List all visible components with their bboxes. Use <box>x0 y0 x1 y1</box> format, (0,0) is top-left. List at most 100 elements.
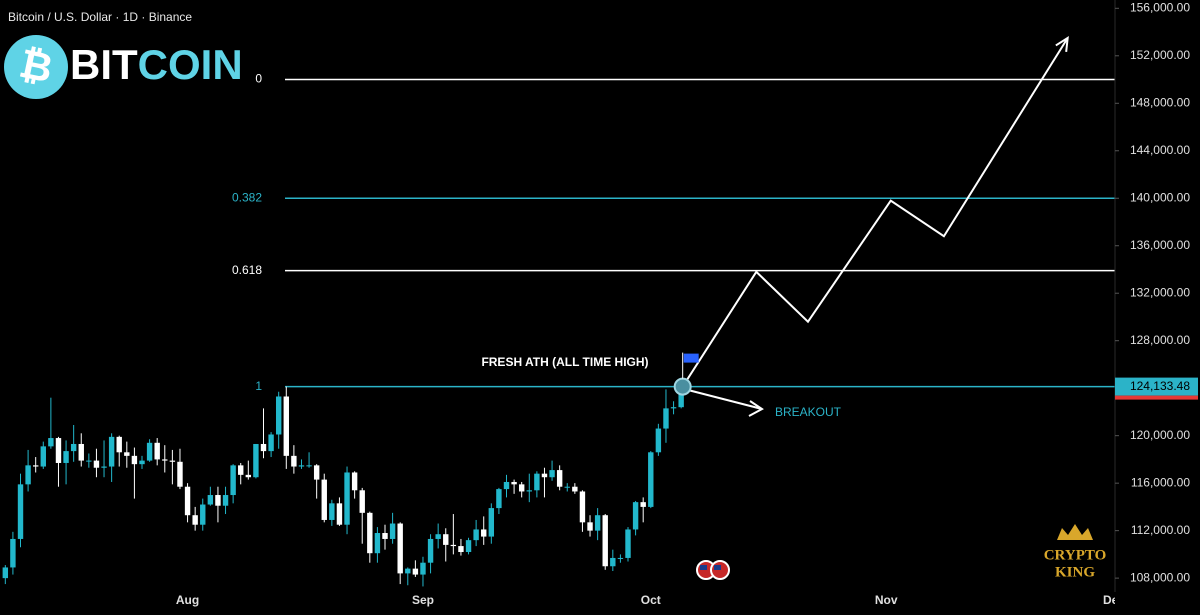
candle-body <box>594 515 601 531</box>
fib-level-label: 0.618 <box>232 263 262 277</box>
candle-body <box>617 557 624 559</box>
y-tick-label: 120,000.00 <box>1130 428 1190 442</box>
x-tick-label: Nov <box>875 593 898 607</box>
candle-body <box>48 438 54 447</box>
ath-marker <box>673 377 692 396</box>
candle-body <box>663 408 669 429</box>
candle-body <box>207 495 214 505</box>
candle-body <box>313 465 320 480</box>
candle-body <box>283 396 289 456</box>
candle-body <box>55 438 62 463</box>
candle-body <box>298 465 305 467</box>
candle-body <box>253 443 259 478</box>
y-tick-label: 140,000.00 <box>1130 190 1190 204</box>
candle-body <box>78 443 84 461</box>
candle-body <box>101 466 107 468</box>
x-tick-label: Aug <box>176 593 199 607</box>
ath-flag <box>683 353 699 363</box>
candle-body <box>10 538 16 568</box>
logo-right: COIN <box>138 41 243 88</box>
projection-arrowhead <box>1055 36 1069 53</box>
y-tick-label: 148,000.00 <box>1130 95 1190 109</box>
candle-body <box>131 455 138 465</box>
candle-body <box>17 484 24 539</box>
candle-body <box>488 508 495 537</box>
x-tick-label: Oct <box>641 593 661 607</box>
y-tick-label: 128,000.00 <box>1130 333 1190 347</box>
candle-body <box>268 434 274 452</box>
breakout-arrow <box>682 387 763 410</box>
candle-body <box>2 567 9 579</box>
candle-body <box>564 486 570 488</box>
candle-body <box>238 465 244 475</box>
candle-body <box>397 523 403 574</box>
candle-body <box>648 452 654 507</box>
y-tick-label: 152,000.00 <box>1130 48 1190 62</box>
last-price-edge <box>1115 395 1198 400</box>
candle-body <box>678 394 684 408</box>
candle-body <box>534 473 540 491</box>
last-price-box <box>1115 377 1198 396</box>
candle-body <box>215 495 221 506</box>
event-icon-part <box>714 565 721 570</box>
price-axis: 108,000.00 112,000.00 116,000.00 120,000.00… <box>1115 0 1198 584</box>
candle-body <box>625 529 631 558</box>
candle-body <box>473 529 479 541</box>
candle-body <box>291 455 297 467</box>
candle-body <box>344 472 350 525</box>
candle-body <box>260 443 267 452</box>
candle-body <box>177 461 183 487</box>
candle-body <box>655 428 662 453</box>
y-tick-label: 136,000.00 <box>1130 238 1190 252</box>
logo-left: BIT <box>70 41 138 88</box>
candle-body <box>541 473 548 478</box>
candle-body <box>222 495 229 506</box>
candle-body <box>184 486 191 516</box>
fib-level-label: 1 <box>255 379 262 393</box>
candle-body <box>526 490 532 492</box>
candle-body <box>154 442 160 460</box>
candle-body <box>108 436 115 467</box>
logo-text: BITCOIN <box>70 41 243 88</box>
event-icons <box>696 560 730 580</box>
candle-body <box>556 470 563 487</box>
logo-icon <box>4 35 68 99</box>
candle-body <box>670 407 677 409</box>
plot-area: 0 0.382 0.618 1 FRESH ATH (ALL TIME HIGH) BRE… <box>2 36 1115 587</box>
fib-level-label: 0 <box>255 72 262 86</box>
event-icon-part <box>700 565 707 570</box>
ath-annotation: FRESH ATH (ALL TIME HIGH) <box>481 355 648 369</box>
projection-path <box>681 37 1069 388</box>
candle-body <box>579 491 586 523</box>
fib-level-label: 0.382 <box>232 190 262 204</box>
candle-body <box>32 465 39 467</box>
candle-body <box>116 436 122 453</box>
candle-body <box>359 490 365 513</box>
candle-body <box>640 502 646 507</box>
candle-body <box>351 472 358 491</box>
candle-body <box>420 562 426 575</box>
candle-body <box>549 470 555 478</box>
candle-body <box>389 523 396 539</box>
candle-body <box>169 460 176 462</box>
candle-body <box>321 479 327 520</box>
candle-body <box>306 465 312 467</box>
candle-body <box>86 460 92 462</box>
candle-body <box>587 522 593 531</box>
candle-body <box>25 465 31 485</box>
x-tick-label: Sep <box>412 593 434 607</box>
candle-body <box>63 451 69 463</box>
candle-body <box>230 465 236 496</box>
candle-body <box>465 540 472 553</box>
candle-body <box>367 512 373 554</box>
y-tick-label: 112,000.00 <box>1131 523 1190 537</box>
candle-body <box>162 459 168 461</box>
candle-body <box>382 533 388 539</box>
watermark-crown <box>1057 524 1093 540</box>
candle-body <box>503 481 510 490</box>
candle-body <box>427 538 434 563</box>
breakout-annotation: BREAKOUT <box>775 405 842 419</box>
candle-body <box>336 503 343 525</box>
candle-body <box>602 515 608 567</box>
candle-body <box>572 486 578 492</box>
